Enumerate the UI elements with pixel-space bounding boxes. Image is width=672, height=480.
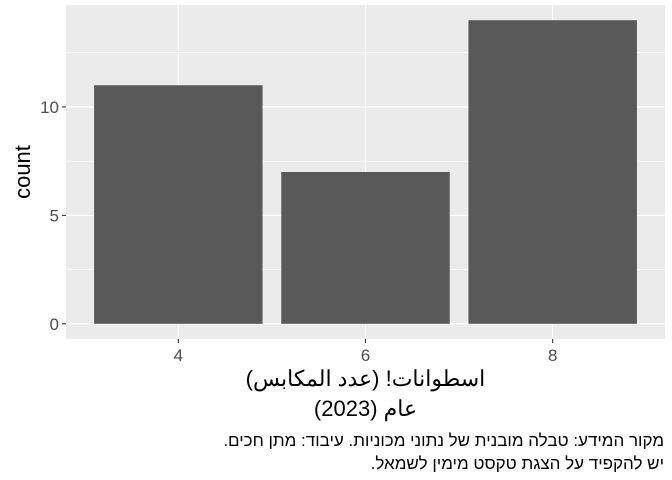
x-axis-label-line2: عام (2023) [313,396,418,421]
y-axis-label: count [10,145,35,199]
x-axis-label: اسطوانات! (عدد المكابس) [245,366,486,391]
y-tick-label: 0 [50,315,59,334]
bar-4 [94,85,263,324]
bar-6 [281,172,450,324]
x-tick-label: 6 [361,346,370,365]
x-tick-label: 8 [548,346,557,365]
x-tick-label: 4 [174,346,183,365]
y-tick-label: 10 [40,98,59,117]
bar-8 [468,20,637,324]
caption-line2: יש להקפיד על הצגת טקסט מימין לשמאל. [370,454,664,473]
caption-line1: מקור המידע: טבלה מובנית של נתוני מכוניות… [223,431,664,450]
y-tick-label: 5 [50,206,59,225]
